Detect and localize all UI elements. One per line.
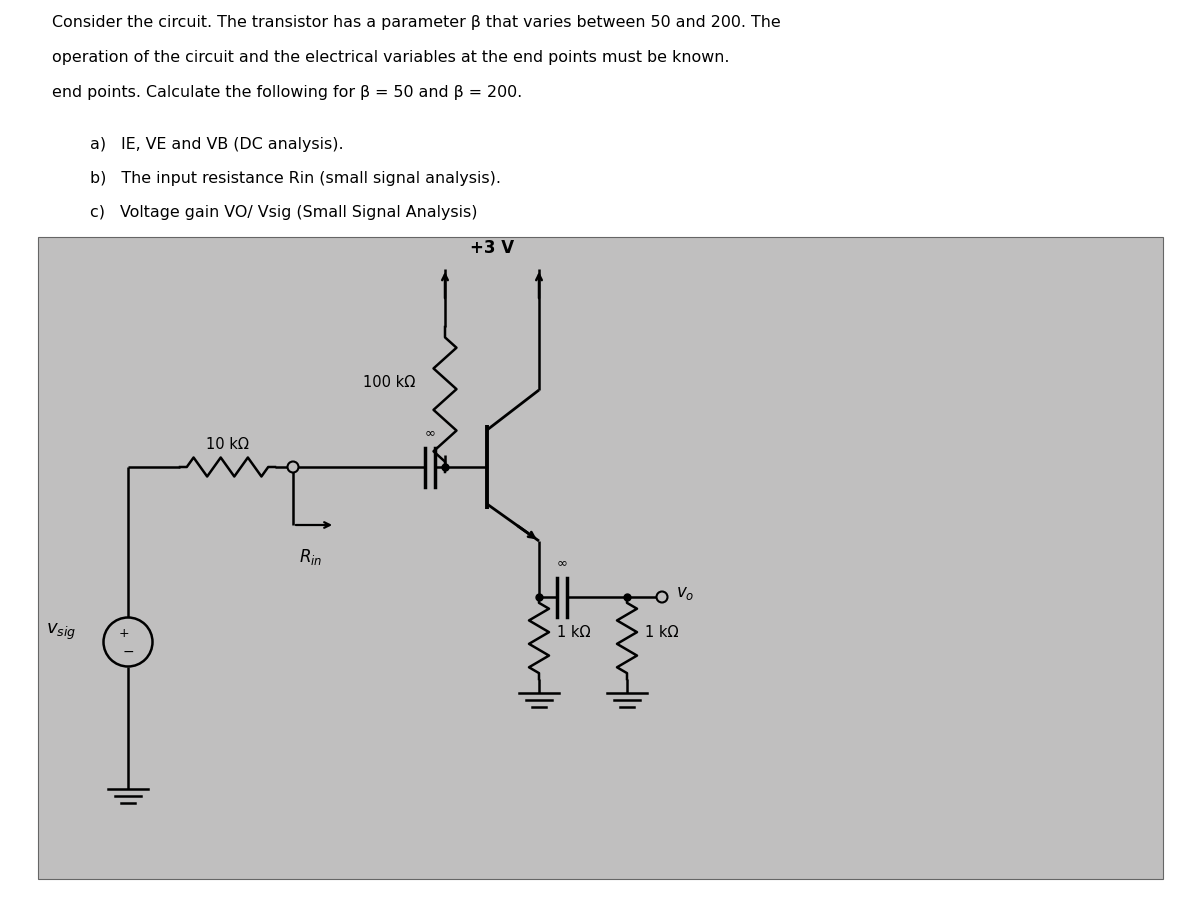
Text: +: + bbox=[119, 626, 130, 640]
Text: 1 kΩ: 1 kΩ bbox=[644, 624, 678, 640]
Text: Consider the circuit. The transistor has a parameter β that varies between 50 an: Consider the circuit. The transistor has… bbox=[52, 15, 781, 30]
Text: c)   Voltage gain VO/ Vsig (Small Signal Analysis): c) Voltage gain VO/ Vsig (Small Signal A… bbox=[90, 205, 478, 220]
Text: ∞: ∞ bbox=[425, 426, 436, 440]
Text: 10 kΩ: 10 kΩ bbox=[206, 437, 248, 452]
Text: end points. Calculate the following for β = 50 and β = 200.: end points. Calculate the following for … bbox=[52, 85, 522, 100]
Text: +3 V: +3 V bbox=[470, 239, 514, 257]
Circle shape bbox=[656, 591, 667, 603]
Circle shape bbox=[288, 461, 299, 473]
Text: $R_{in}$: $R_{in}$ bbox=[299, 547, 323, 567]
Text: operation of the circuit and the electrical variables at the end points must be : operation of the circuit and the electri… bbox=[52, 50, 730, 65]
Text: 1 kΩ: 1 kΩ bbox=[557, 624, 590, 640]
Circle shape bbox=[103, 617, 152, 666]
Text: $v_o$: $v_o$ bbox=[676, 584, 695, 602]
Text: b)   The input resistance Rin (small signal analysis).: b) The input resistance Rin (small signa… bbox=[90, 171, 502, 186]
Text: a)   IE, VE and VB (DC analysis).: a) IE, VE and VB (DC analysis). bbox=[90, 137, 343, 152]
Text: $\mathit{v}_{sig}$: $\mathit{v}_{sig}$ bbox=[46, 622, 76, 642]
Text: ∞: ∞ bbox=[557, 556, 568, 570]
Bar bbox=[38, 237, 1163, 879]
Text: 100 kΩ: 100 kΩ bbox=[362, 375, 415, 389]
Text: −: − bbox=[122, 645, 134, 659]
